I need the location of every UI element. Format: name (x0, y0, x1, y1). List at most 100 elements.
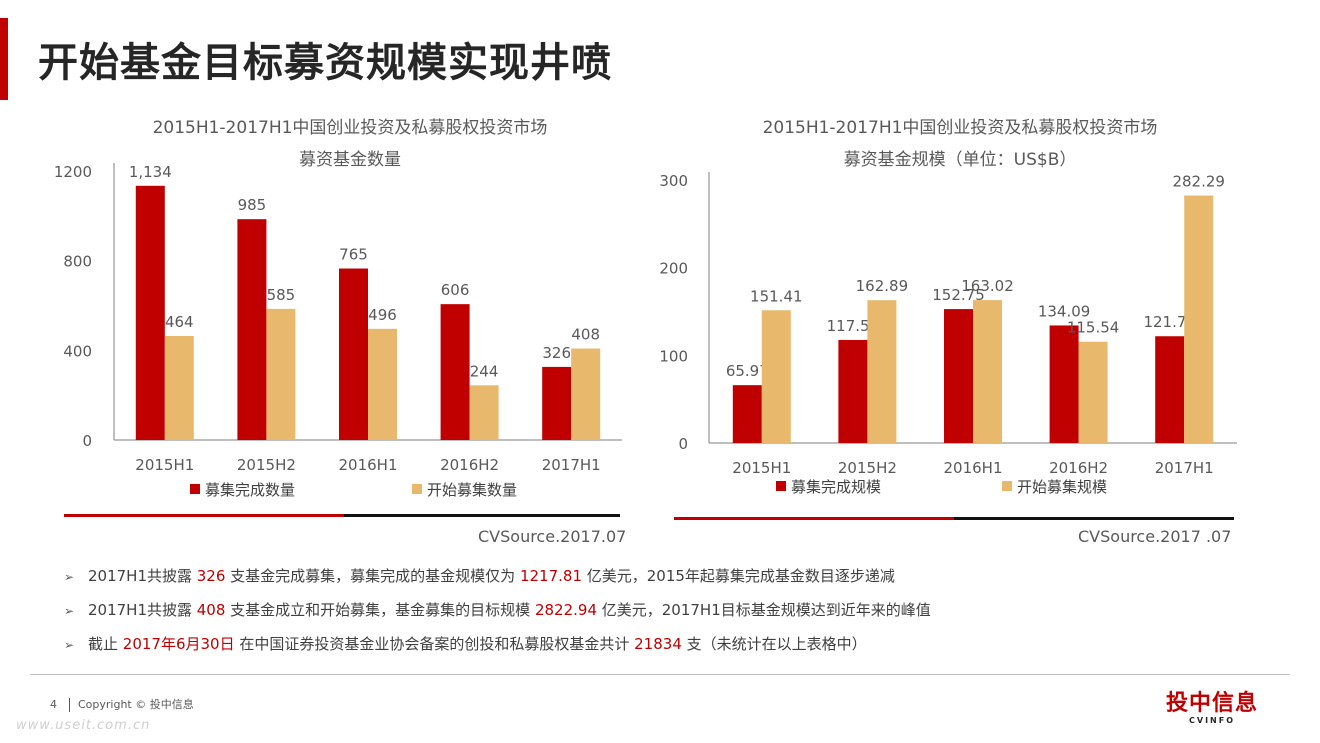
chart-title: 2015H1-2017H1中国创业投资及私募股权投资市场 (152, 118, 548, 138)
data-label: 408 (571, 326, 600, 344)
cvinfo-logo: 投中信息 CVINFO (1166, 692, 1258, 726)
footer-divider (30, 674, 1290, 675)
bar-completed (542, 366, 572, 440)
bar-started (368, 328, 397, 440)
data-label: 585 (267, 286, 296, 304)
bullet-text: 亿美元，2015年起募集完成基金数目逐步递减 (581, 567, 895, 585)
data-label: 282.29 (1172, 173, 1225, 191)
x-tick-label: 2016H2 (1049, 459, 1108, 477)
bullet-text: 支（未统计在以上表格中） (681, 635, 867, 653)
bar-completed (339, 268, 368, 440)
bar-completed (732, 385, 762, 443)
legend-swatch (412, 484, 422, 494)
y-tick-label: 300 (659, 172, 688, 190)
bullet-text: 截止 (88, 635, 123, 653)
chart-subtitle: 募资基金数量 (299, 150, 401, 170)
bullet-arrow-icon: ➢ (64, 604, 75, 618)
bullet-text: 2017H1共披露 (88, 601, 197, 619)
bar-completed (1049, 325, 1079, 443)
bar-completed (440, 304, 470, 440)
data-label: 496 (368, 306, 397, 324)
legend-swatch (190, 484, 200, 494)
footer-separator (69, 698, 70, 712)
bullet-text: 支基金完成募集，募集完成的基金规模仅为 (225, 567, 520, 585)
bullet-highlight: 2017年6月30日 (122, 635, 235, 653)
bullet-text: 在中国证券投资基金业协会备案的创投和私募股权基金共计 (234, 635, 635, 653)
bar-started (867, 300, 897, 443)
chart-source: CVSource.2017 .07 (1078, 527, 1232, 546)
bar-completed (944, 309, 973, 443)
legend-label: 开始募集数量 (427, 481, 517, 499)
chart-underline-red (674, 517, 954, 520)
x-tick-label: 2017H1 (542, 456, 601, 474)
chart-title: 2015H1-2017H1中国创业投资及私募股权投资市场 (762, 118, 1158, 138)
chart-underline-black (954, 517, 1234, 520)
data-label: 115.54 (1067, 319, 1120, 337)
bullet-arrow-icon: ➢ (64, 570, 75, 584)
bar-started (1078, 341, 1108, 443)
title-accent-bar (0, 18, 8, 100)
bullet-highlight: 326 (196, 567, 226, 585)
page-number: 4 (50, 698, 57, 711)
bullet-item: ➢ 2017H1共披露 326 支基金完成募集，募集完成的基金规模仅为 1217.… (64, 563, 931, 597)
bar-started (571, 348, 601, 440)
chart-plot: 0 400 800 1200 1,134 464 2015H1 985 585 2015H2 765… (54, 163, 622, 499)
bullet-item: ➢ 2017H1共披露 408 支基金成立和开始募集，基金募集的目标规模 2822… (64, 597, 931, 631)
data-label: 121.78 (1143, 313, 1196, 331)
data-label: 326 (542, 344, 571, 362)
data-label: 765 (339, 246, 368, 264)
bullet-highlight: 2822.94 (534, 601, 597, 619)
x-tick-label: 2017H1 (1155, 459, 1214, 477)
data-label: 117.55 (827, 317, 880, 335)
data-label: 985 (238, 196, 267, 214)
bullet-highlight: 1217.81 (519, 567, 582, 585)
bar-started (1184, 195, 1214, 443)
legend-label: 募集完成数量 (205, 481, 295, 499)
bar-started (973, 300, 1002, 443)
footer: 4 Copyright © 投中信息 (50, 696, 194, 712)
data-label: 464 (165, 313, 194, 331)
data-label: 606 (441, 281, 470, 299)
y-tick-label: 1200 (54, 163, 92, 181)
x-tick-label: 2015H2 (838, 459, 897, 477)
y-tick-label: 100 (659, 347, 688, 365)
bar-started (469, 385, 499, 440)
legend-label: 募集完成规模 (791, 478, 881, 496)
bullet-arrow-icon: ➢ (64, 638, 75, 652)
watermark: www.useit.com.cn (16, 718, 151, 733)
x-tick-label: 2016H2 (440, 456, 499, 474)
bar-completed (1155, 336, 1185, 443)
x-tick-label: 2015H1 (135, 456, 194, 474)
data-label: 244 (470, 362, 499, 380)
bar-completed (135, 185, 165, 440)
data-label: 1,134 (129, 163, 172, 181)
bar-started (761, 310, 791, 443)
bar-started (266, 308, 296, 440)
x-tick-label: 2015H1 (732, 459, 791, 477)
bullet-highlight: 408 (196, 601, 226, 619)
data-label: 162.89 (856, 277, 909, 295)
y-tick-label: 0 (82, 432, 92, 450)
bar-completed (237, 219, 267, 440)
chart-plot: 0 100 200 300 65.97 151.41 2015H1 117.55 162.89 2… (659, 172, 1237, 496)
legend-label: 开始募集规模 (1017, 478, 1107, 496)
copyright: Copyright © 投中信息 (78, 698, 194, 711)
x-tick-label: 2016H1 (944, 459, 1003, 477)
logo-text: 投中信息 (1166, 691, 1259, 716)
bullet-item: ➢ 截止 2017年6月30日 在中国证券投资基金业协会备案的创投和私募股权基金共… (64, 631, 931, 665)
bullet-highlight: 21834 (634, 635, 682, 653)
bar-started (164, 335, 194, 440)
page-title: 开始基金目标募资规模实现井喷 (38, 40, 612, 86)
bar-completed (838, 339, 868, 443)
chart-underline-red (64, 514, 344, 517)
data-label: 152.75 (932, 286, 985, 304)
data-label: 151.41 (750, 287, 803, 305)
chart-fund-count: 2015H1-2017H1中国创业投资及私募股权投资市场 募资基金数量 0 400… (40, 110, 660, 550)
data-label: 65.97 (726, 362, 769, 380)
data-label: 163.02 (961, 277, 1014, 295)
y-tick-label: 200 (659, 260, 688, 278)
x-tick-label: 2016H1 (339, 456, 398, 474)
y-tick-label: 800 (63, 253, 92, 271)
bullet-text: 亿美元，2017H1目标基金规模达到近年来的峰值 (596, 601, 931, 619)
chart-subtitle: 募资基金规模（单位：US$B） (843, 150, 1077, 170)
